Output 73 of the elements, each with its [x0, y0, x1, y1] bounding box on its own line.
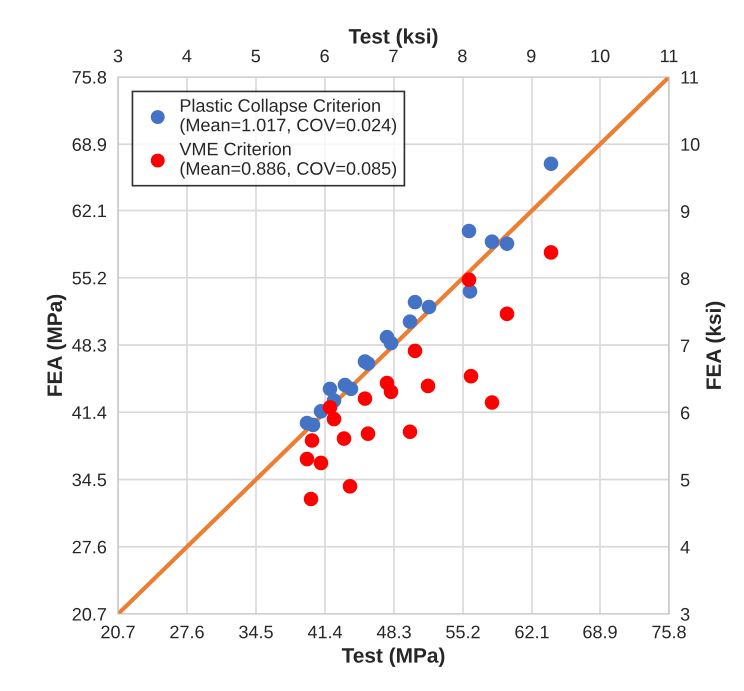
y-axis-title: FEA (MPa)	[46, 294, 66, 396]
point	[462, 224, 476, 238]
y2-tick-label: 7	[681, 340, 690, 352]
legend-label: VME Criterion (Mean=0.886, COV=0.085)	[179, 142, 396, 178]
point	[408, 294, 422, 310]
point	[384, 336, 398, 350]
point	[544, 156, 558, 172]
point	[304, 433, 320, 448]
point	[360, 426, 376, 441]
point	[300, 452, 314, 466]
x-tick-label: 55.2	[446, 626, 480, 638]
point	[384, 384, 398, 400]
x2-tick-label: 5	[251, 50, 260, 62]
x-tick-label: 68.9	[583, 626, 617, 638]
y-tick-label: 68.9	[72, 138, 106, 151]
y2-tick-label: 5	[680, 474, 690, 486]
x2-tick-label: 4	[182, 50, 192, 62]
x2-tick-label: 6	[320, 50, 329, 62]
x2-tick-label: 9	[527, 50, 536, 62]
x2-tick-label: 3	[114, 50, 122, 62]
point	[402, 424, 418, 440]
y2-tick-label: 4	[680, 540, 690, 554]
y2-tick-label: 11	[681, 71, 698, 84]
x2-tick-label: 7	[389, 50, 398, 62]
point	[342, 479, 358, 494]
y2-tick-label: 6	[681, 406, 690, 420]
point	[336, 431, 352, 446]
point	[358, 391, 372, 406]
point	[314, 456, 328, 470]
x-tick-label: 41.4	[308, 626, 342, 638]
point	[322, 382, 338, 396]
x-tick-label: 75.8	[652, 626, 686, 638]
y2-axis-title: FEA (ksi)	[706, 302, 726, 389]
x2-tick-label: 11	[661, 50, 678, 62]
y2-tick-label: 3	[680, 608, 690, 621]
x2-tick-label: 10	[591, 50, 610, 62]
point	[402, 314, 418, 329]
point	[464, 368, 478, 384]
y2-tick-label: 10	[681, 138, 700, 151]
y-tick-label: 34.5	[72, 473, 106, 486]
y-tick-label: 48.3	[72, 338, 106, 352]
y-tick-label: 41.4	[72, 406, 106, 419]
point	[484, 395, 500, 410]
y-tick-label: 62.1	[72, 204, 106, 218]
point	[462, 272, 476, 287]
y2-tick-label: 9	[680, 205, 690, 218]
y-tick-label: 55.2	[72, 272, 106, 284]
point	[326, 412, 342, 426]
point	[344, 382, 358, 396]
point	[322, 400, 338, 415]
legend-label: Plastic Collapse Criterion (Mean=1.017, COV=0.024)	[180, 98, 396, 135]
point	[500, 236, 514, 251]
y-tick-label: 20.7	[72, 608, 106, 621]
point	[304, 492, 318, 506]
point	[422, 300, 436, 314]
point	[360, 356, 376, 371]
y2-tick-label: 8	[680, 272, 690, 286]
x-tick-label: 34.5	[239, 626, 273, 638]
y-tick-label: 75.8	[72, 70, 106, 84]
y-tick-label: 27.6	[72, 540, 106, 554]
x-tick-label: 20.7	[101, 626, 135, 638]
x-axis-title: Test (MPa)	[342, 648, 444, 667]
point	[500, 306, 514, 322]
point	[420, 378, 436, 394]
point	[306, 418, 320, 432]
point	[408, 344, 422, 358]
point	[484, 234, 500, 249]
x-tick-label: 48.3	[376, 626, 411, 638]
x-tick-label: 27.6	[170, 626, 204, 638]
x2-axis-title: Test (ksi)	[348, 28, 438, 48]
x-tick-label: 62.1	[515, 626, 549, 638]
x2-tick-label: 8	[458, 50, 467, 62]
point	[544, 245, 558, 260]
